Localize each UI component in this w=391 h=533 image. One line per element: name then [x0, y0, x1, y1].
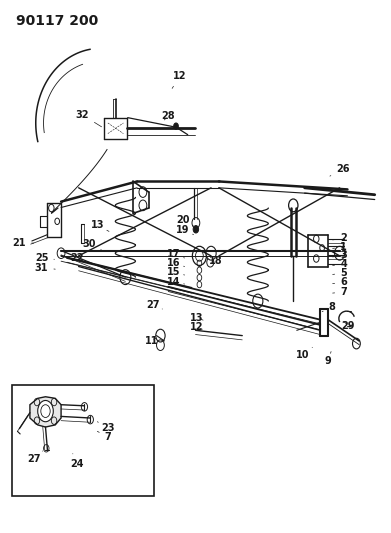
Circle shape [120, 270, 131, 285]
Text: 9: 9 [325, 352, 331, 366]
Text: 30: 30 [82, 239, 101, 249]
Text: 2: 2 [333, 233, 347, 244]
Circle shape [335, 246, 345, 260]
Circle shape [38, 400, 53, 422]
Text: 29: 29 [341, 320, 355, 330]
Text: 4: 4 [333, 259, 347, 269]
Circle shape [193, 225, 199, 233]
Text: 28: 28 [161, 111, 175, 121]
Circle shape [253, 294, 263, 308]
Circle shape [206, 246, 216, 260]
Text: 10: 10 [296, 348, 312, 360]
Circle shape [81, 402, 88, 411]
Circle shape [320, 245, 325, 251]
Circle shape [57, 248, 65, 259]
Text: 13: 13 [91, 220, 109, 231]
Text: 16: 16 [167, 259, 185, 268]
Text: 27: 27 [146, 300, 162, 310]
Text: 19: 19 [176, 225, 194, 235]
Text: 7: 7 [97, 431, 111, 442]
Text: 23: 23 [97, 422, 115, 433]
Bar [12, 384, 154, 496]
Circle shape [43, 445, 49, 452]
Text: 12: 12 [190, 322, 204, 332]
Text: 3: 3 [333, 251, 347, 260]
Text: 27: 27 [27, 451, 43, 464]
Text: 6: 6 [333, 278, 347, 287]
Circle shape [87, 415, 93, 424]
Text: 11: 11 [145, 336, 158, 346]
Text: 17: 17 [167, 249, 185, 259]
Text: 7: 7 [333, 287, 347, 297]
Text: 22: 22 [70, 253, 83, 263]
Text: 13: 13 [190, 312, 204, 322]
Text: 25: 25 [35, 253, 54, 263]
Text: 15: 15 [167, 268, 185, 277]
Polygon shape [30, 397, 61, 427]
Text: 26: 26 [330, 164, 350, 176]
Text: 5: 5 [333, 268, 347, 278]
Text: 21: 21 [13, 238, 34, 247]
Circle shape [196, 251, 203, 261]
Text: 32: 32 [76, 110, 102, 127]
Text: 18: 18 [209, 256, 223, 266]
Text: 20: 20 [176, 215, 194, 226]
Circle shape [174, 123, 178, 130]
Text: 8: 8 [322, 302, 335, 312]
Text: 1: 1 [333, 242, 347, 252]
Text: 90117 200: 90117 200 [16, 14, 99, 28]
Text: 12: 12 [172, 71, 187, 88]
Text: 14: 14 [167, 277, 185, 287]
Text: 31: 31 [35, 263, 55, 272]
Text: 24: 24 [70, 454, 83, 469]
